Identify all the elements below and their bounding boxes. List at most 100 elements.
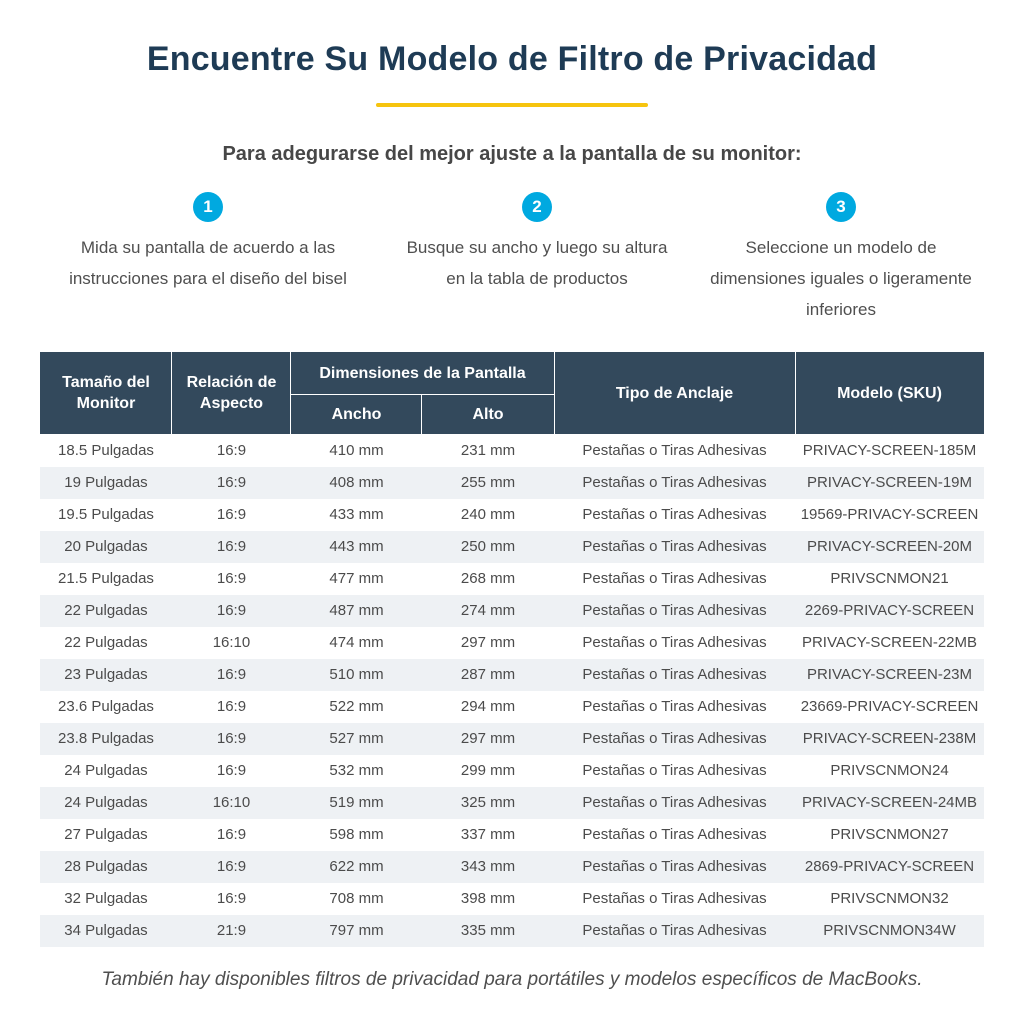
table-cell: 522 mm (329, 698, 384, 715)
table-cell: 443 mm (329, 538, 384, 555)
step-3-number-badge: 3 (826, 192, 856, 222)
table-cell: Pestañas o Tiras Adhesivas (582, 666, 767, 683)
table-cell: PRIVACY-SCREEN-22MB (801, 634, 978, 651)
table-cell: 240 mm (460, 506, 516, 523)
table-cell: 23 Pulgadas (64, 666, 148, 683)
page-title: Encuentre Su Modelo de Filtro de Privaci… (146, 40, 878, 78)
table-cell: 598 mm (329, 826, 384, 843)
table-cell: 519 mm (329, 794, 384, 811)
table-cell: 16:9 (216, 538, 247, 555)
table-cell: PRIVACY-SCREEN-23M (806, 666, 973, 683)
subtitle: Para adegurarse del mejor ajuste a la pa… (222, 143, 802, 165)
table-cell: 2269-PRIVACY-SCREEN (804, 602, 975, 619)
table-row: 19.5 Pulgadas 16:9 433 mm 240 mm Pestañas o … (40, 499, 984, 531)
table-cell: PRIVSCNMON21 (830, 570, 949, 587)
table-cell: 19.5 Pulgadas (58, 506, 154, 523)
table-cell: 16:9 (216, 890, 247, 907)
table-cell: 16:9 (216, 506, 247, 523)
table-row: 23 Pulgadas 16:9 510 mm 287 mm Pestañas o Ti… (39, 659, 984, 691)
table-cell: 21:9 (216, 922, 247, 939)
header-width: Ancho (290, 394, 423, 435)
table-row: 32 Pulgadas 16:9 708 mm 398 mm Pestañas o Ti… (40, 883, 984, 915)
header-monitor-size: Tamaño del Monitor (39, 351, 173, 435)
table-cell: PRIVSCNMON27 (830, 826, 949, 843)
table-cell: 708 mm (329, 890, 384, 907)
table-cell: Pestañas o Tiras Adhesivas (582, 698, 767, 715)
table-cell: 16:9 (216, 858, 247, 875)
table-cell: 23.8 Pulgadas (58, 730, 154, 747)
table-cell: 335 mm (460, 922, 516, 939)
table-cell: 487 mm (329, 602, 384, 619)
table-row: 22 Pulgadas 16:9 487 mm 274 mm Pestañas o Ti… (39, 595, 984, 627)
table-cell: 16:9 (216, 602, 247, 619)
table-cell: 297 mm (460, 730, 516, 747)
table-cell: 16:9 (216, 474, 247, 491)
table-cell: 32 Pulgadas (64, 890, 148, 907)
table-cell: PRIVACY-SCREEN-20M (806, 538, 973, 555)
table-cell: 255 mm (460, 474, 516, 491)
header-model-sku: Modelo (SKU) (794, 351, 985, 435)
table-cell: 2869-PRIVACY-SCREEN (804, 858, 975, 875)
table-row: 20 Pulgadas 16:9 443 mm 250 mm Pestañas o Ti… (39, 531, 984, 563)
table-row: 27 Pulgadas 16:9 598 mm 337 mm Pestañas o Ti… (40, 819, 984, 851)
table-body: 18.5 Pulgadas 16:9 410 mm 231 mm Pestañas o … (39, 435, 984, 947)
step-2: 2 Busque su ancho y luego su altura en l… (406, 192, 668, 294)
table-cell: 337 mm (460, 826, 516, 843)
table-cell: 294 mm (460, 698, 516, 715)
step-1-number-badge: 1 (193, 192, 223, 222)
table-cell: 274 mm (460, 602, 516, 619)
table-cell: PRIVACY-SCREEN-24MB (801, 794, 978, 811)
table-row: 18.5 Pulgadas 16:9 410 mm 231 mm Pestañas o … (40, 435, 984, 468)
table-row: 24 Pulgadas 16:9 532 mm 299 mm Pestañas o Ti… (40, 755, 984, 787)
table-cell: 474 mm (329, 634, 384, 651)
table-cell: 22 Pulgadas (64, 602, 148, 619)
table-cell: 16:9 (216, 442, 247, 459)
step-3-text: Seleccione un modelo de dimensiones igua… (710, 238, 972, 319)
table-cell: 410 mm (329, 442, 384, 459)
table-cell: 16:10 (212, 794, 251, 811)
table-cell: PRIVSCNMON34W (823, 922, 956, 939)
table-cell: 343 mm (460, 858, 516, 875)
table-row: 28 Pulgadas 16:9 622 mm 343 mm Pestañas o Ti… (39, 851, 984, 883)
table-cell: 22 Pulgadas (64, 634, 148, 651)
table-cell: Pestañas o Tiras Adhesivas (582, 730, 767, 747)
table-cell: 28 Pulgadas (64, 858, 148, 875)
table-cell: 16:9 (216, 826, 247, 843)
table-cell: 325 mm (460, 794, 516, 811)
table-cell: 18.5 Pulgadas (58, 442, 154, 459)
table-cell: Pestañas o Tiras Adhesivas (582, 442, 767, 459)
table-cell: 287 mm (460, 666, 516, 683)
table-cell: 16:9 (216, 730, 247, 747)
table-cell: 16:9 (216, 698, 247, 715)
footer-note: También hay disponibles filtros de priva… (101, 969, 923, 990)
table-cell: 477 mm (329, 570, 384, 587)
step-2-number-badge: 2 (522, 192, 552, 222)
table-row: 21.5 Pulgadas 16:9 477 mm 268 mm Pestañas o … (40, 563, 984, 595)
table-cell: 231 mm (460, 442, 516, 459)
table-cell: 27 Pulgadas (64, 826, 148, 843)
steps-section: 1 Mida su pantalla de acuerdo a las inst… (52, 192, 972, 325)
table-cell: Pestañas o Tiras Adhesivas (582, 762, 767, 779)
table-cell: 34 Pulgadas (64, 922, 148, 939)
header-anchor-type: Tipo de Anclaje (553, 351, 796, 435)
table-cell: 16:9 (216, 666, 247, 683)
table-cell: Pestañas o Tiras Adhesivas (582, 858, 767, 875)
step-2-text: Busque su ancho y luego su altura en la … (406, 238, 668, 288)
table-cell: Pestañas o Tiras Adhesivas (582, 538, 767, 555)
table-cell: 24 Pulgadas (64, 762, 148, 779)
step-1: 1 Mida su pantalla de acuerdo a las inst… (52, 192, 364, 294)
step-1-text: Mida su pantalla de acuerdo a las instru… (69, 238, 347, 288)
table-cell: Pestañas o Tiras Adhesivas (582, 506, 767, 523)
table-cell: 510 mm (329, 666, 384, 683)
header-screen-dimensions: Dimensiones de la Pantalla (290, 351, 555, 395)
products-table: Tamaño del Monitor Relación de Aspecto D… (39, 351, 985, 947)
table-cell: 16:9 (216, 570, 247, 587)
table-cell: PRIVACY-SCREEN-238M (802, 730, 977, 747)
table-cell: 408 mm (329, 474, 384, 491)
table-row: 19 Pulgadas 16:9 408 mm 255 mm Pestañas o Ti… (39, 467, 984, 499)
table-cell: 20 Pulgadas (64, 538, 148, 555)
table-cell: Pestañas o Tiras Adhesivas (582, 794, 767, 811)
table-cell: 19569-PRIVACY-SCREEN (800, 506, 979, 523)
table-cell: Pestañas o Tiras Adhesivas (582, 922, 767, 939)
